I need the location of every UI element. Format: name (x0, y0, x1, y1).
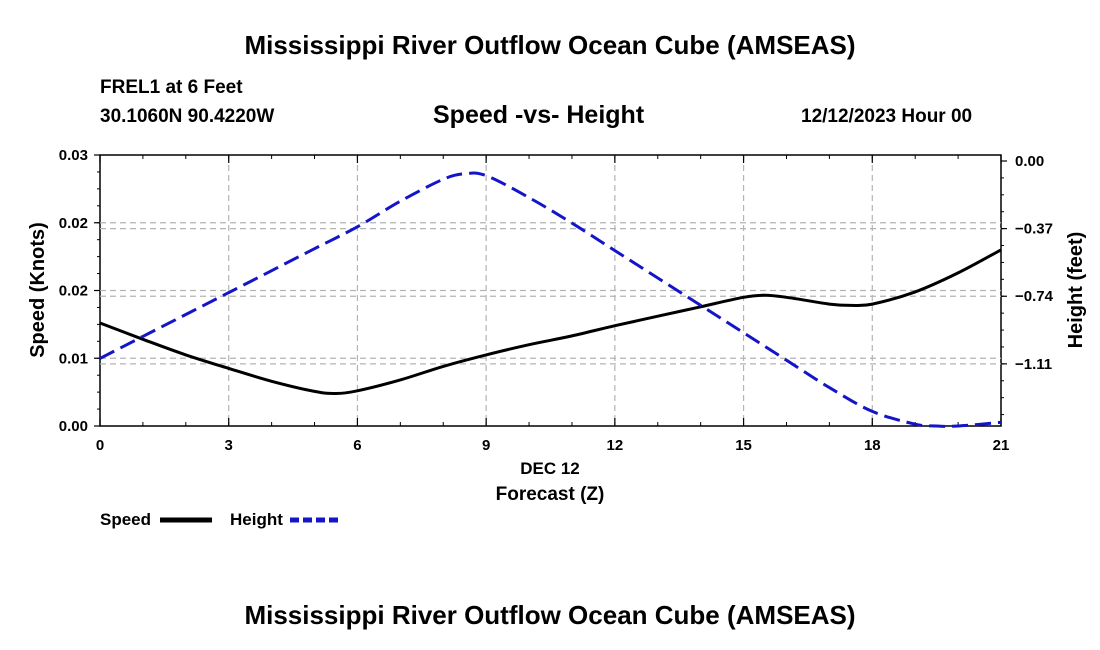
y2-axis-title: Height (feet) (1065, 232, 1087, 349)
legend-height-label: Height (230, 510, 283, 529)
y-tick-label: 0.00 (59, 418, 88, 435)
y-tick-label: 0.02 (59, 283, 88, 300)
chart-subtitle: Speed -vs- Height (433, 101, 645, 129)
x-tick-label: 3 (225, 437, 233, 454)
station-name: FREL1 at 6 Feet (100, 77, 243, 98)
y-tick-label: 0.02 (59, 215, 88, 232)
forecast-date: 12/12/2023 Hour 00 (801, 106, 973, 127)
x-tick-label: 9 (482, 437, 490, 454)
y-tick-label: 0.03 (59, 147, 88, 164)
x-tick-label: 15 (735, 437, 752, 454)
axis-ticks: 0 3 6 9 12 15 18 21 0.00 0.01 0.02 0.02 0.03 0.00 −0.3… (59, 147, 1054, 454)
y2-tick-label: −1.11 (1015, 356, 1052, 373)
y-tick-label: 0.01 (59, 350, 88, 367)
speed-series-line (99, 248, 1002, 396)
y2-tick-label: 0.00 (1015, 153, 1044, 170)
y2-tick-label: −0.37 (1015, 221, 1053, 238)
x-tick-label: 21 (993, 437, 1010, 454)
x-axis-title: Forecast (Z) (496, 484, 605, 505)
x-tick-label: 0 (96, 437, 104, 454)
series-group (99, 171, 1002, 428)
legend-speed-label: Speed (100, 510, 151, 529)
x-tick-label: 18 (864, 437, 881, 454)
chart-main-title-repeat: Mississippi River Outflow Ocean Cube (AM… (244, 600, 856, 630)
grid-lines (100, 155, 1001, 426)
x-tick-label: 6 (353, 437, 361, 454)
height-series-line (99, 171, 1002, 428)
x-tick-label: 12 (607, 437, 624, 454)
y-axis-title: Speed (Knots) (27, 222, 49, 358)
x-axis-date-label: DEC 12 (520, 459, 580, 478)
chart-main-title: Mississippi River Outflow Ocean Cube (AM… (244, 30, 856, 60)
station-coordinates: 30.1060N 90.4220W (100, 106, 275, 127)
y2-tick-label: −0.74 (1015, 288, 1054, 305)
